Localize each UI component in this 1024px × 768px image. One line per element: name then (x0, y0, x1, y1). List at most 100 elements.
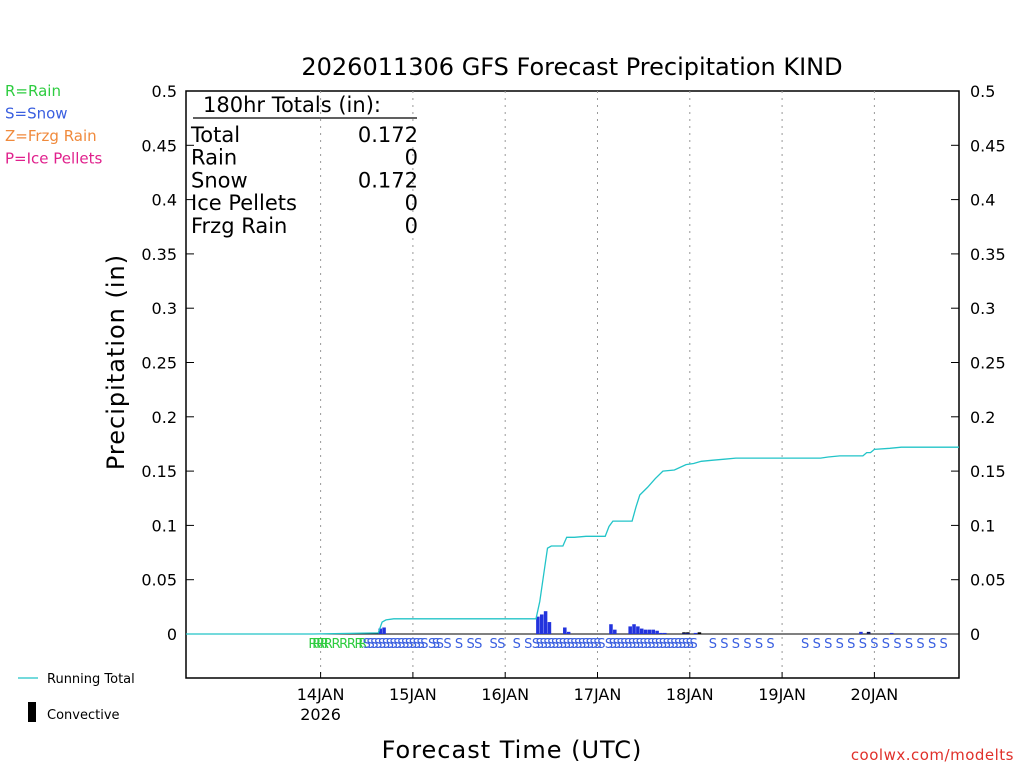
precip-type-symbol: S (813, 637, 821, 652)
precip-type-symbol: S (632, 637, 640, 652)
precip-type-symbol: S (720, 637, 728, 652)
precip-bar (539, 614, 544, 634)
y-axis-label: Precipitation (in) (102, 254, 130, 470)
precip-type-symbol: S (670, 637, 678, 652)
y-tick-label-left: 0.5 (152, 82, 177, 101)
running-total-line (186, 446, 959, 635)
precip-type-symbol: S (543, 637, 551, 652)
y-tick-label-right: 0 (970, 625, 980, 644)
precip-type-symbol: S (490, 637, 498, 652)
y-tick-label-left: 0.35 (141, 245, 177, 264)
x-axis-label: Forecast Time (UTC) (382, 736, 643, 764)
x-tick-label: 14JAN (297, 685, 345, 704)
precip-type-symbol: S (374, 637, 382, 652)
y-tick-label-left: 0 (167, 625, 177, 644)
y-tick-label-right: 0.45 (970, 136, 1006, 155)
precip-type-symbol: S (563, 637, 571, 652)
precip-type-symbol: S (578, 637, 586, 652)
precip-type-symbol: S (686, 637, 694, 652)
precip-type-symbol: S (682, 637, 690, 652)
precip-bar (859, 631, 863, 634)
precip-type-symbol: S (532, 637, 540, 652)
precip-type-symbol: R (339, 637, 348, 652)
precip-type-symbol: S (651, 637, 659, 652)
precip-type-symbol: S (570, 637, 578, 652)
y-tick-label-right: 0.35 (970, 245, 1006, 264)
series-legend: Running Total Convective (18, 672, 135, 723)
precip-type-symbol: S (640, 637, 648, 652)
precip-type-symbol: S (659, 637, 667, 652)
precip-type-symbol: S (466, 637, 474, 652)
precip-type-symbol: R (324, 637, 333, 652)
x-tick-label: 16JAN (481, 685, 529, 704)
precip-bar (609, 624, 613, 634)
precip-type-symbol: S (551, 637, 559, 652)
precip-type-symbol: S (678, 637, 686, 652)
precip-type-symbol: S (416, 637, 424, 652)
precip-type-symbol: S (613, 637, 621, 652)
convective-bar (697, 632, 702, 634)
precip-type-symbol: R (312, 637, 321, 652)
precip-type-symbol: S (766, 637, 774, 652)
precip-type-symbol: S (586, 637, 594, 652)
running-total-legend-label: Running Total (47, 672, 135, 687)
precip-type-symbol: S (397, 637, 405, 652)
precip-type-symbol: S (847, 637, 855, 652)
convective-bar (686, 632, 690, 634)
precip-bar (543, 611, 548, 634)
precip-bars (378, 611, 894, 634)
x-tick-sublabel: 2026 (300, 705, 341, 724)
precip-type-symbol: R (320, 637, 329, 652)
precip-type-symbol: S (597, 637, 605, 652)
precip-type-symbol: S (624, 637, 632, 652)
precip-type-symbol: S (593, 637, 601, 652)
precip-type-symbol: R (308, 637, 317, 652)
precip-type-symbol: S (555, 637, 563, 652)
y-tick-label-left: 0.05 (141, 571, 177, 590)
precip-bar (563, 627, 567, 634)
precip-type-symbol: S (370, 637, 378, 652)
precip-type-symbol: S (928, 637, 936, 652)
precip-type-symbol: S (393, 637, 401, 652)
precip-type-symbol: S (743, 637, 751, 652)
y-tick-label-left: 0.25 (141, 354, 177, 373)
convective-legend-label: Convective (47, 708, 120, 723)
y-tick-label-left: 0.2 (152, 408, 177, 427)
precip-bar (628, 626, 632, 634)
precip-bar (636, 626, 640, 634)
precip-type-symbol: S (690, 637, 698, 652)
precip-type-symbol: S (455, 637, 463, 652)
precip-type-symbol: S (401, 637, 409, 652)
totals-row-value: 0 (405, 191, 418, 215)
precip-bar (693, 632, 698, 634)
convective-bars (682, 632, 871, 634)
convective-legend-swatch (28, 702, 36, 722)
convective-bar (866, 632, 871, 634)
precip-type-symbol: S (628, 637, 636, 652)
precip-type-symbol: S (666, 637, 674, 652)
y-tick-label-right: 0.4 (970, 191, 995, 210)
y-tick-label-right: 0.2 (970, 408, 995, 427)
precip-type-symbol: S (524, 637, 532, 652)
precip-bar (889, 632, 894, 634)
plot-frame (185, 90, 960, 679)
y-tick-label-right: 0.3 (970, 299, 995, 318)
precip-type-symbol: S (590, 637, 598, 652)
precip-bar (632, 624, 636, 634)
precip-type-symbol: S (474, 637, 482, 652)
precip-type-symbol: R (347, 637, 356, 652)
precip-type-symbol: S (647, 637, 655, 652)
y-tick-label-left: 0.3 (152, 299, 177, 318)
precip-type-symbol: R (358, 637, 367, 652)
precip-type-symbol: S (939, 637, 947, 652)
precip-type-symbol: R (355, 637, 364, 652)
precip-type-symbol: S (378, 637, 386, 652)
convective-bar (682, 632, 686, 634)
precip-type-symbol: S (420, 637, 428, 652)
precip-bar (547, 622, 552, 634)
precip-bar (655, 630, 659, 634)
precip-bar (382, 627, 386, 634)
precip-bar (651, 629, 656, 634)
